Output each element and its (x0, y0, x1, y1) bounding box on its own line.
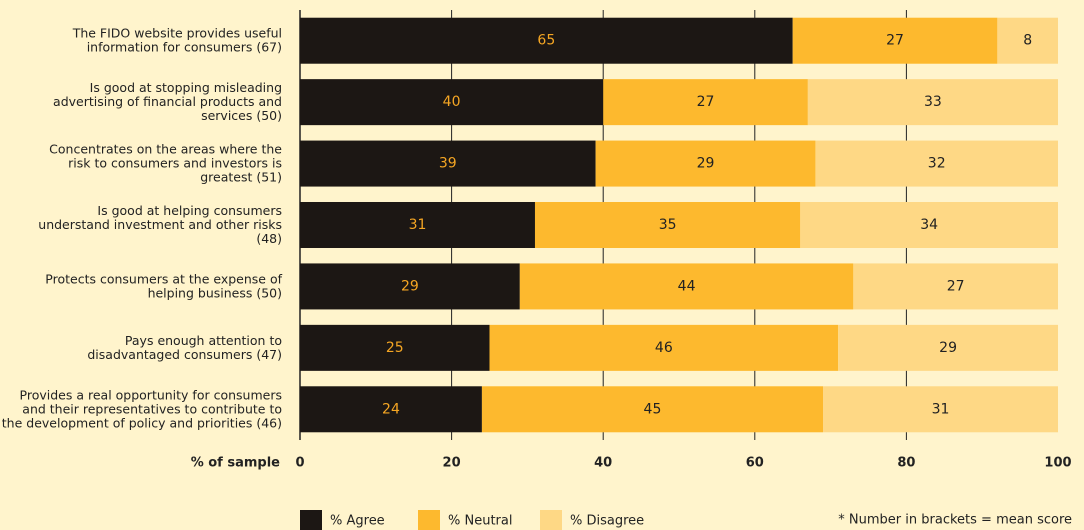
category-label: Concentrates on the areas where the risk … (49, 141, 282, 184)
x-tick-label: 100 (1044, 456, 1071, 471)
value-label: 24 (382, 401, 400, 417)
x-axis-label: % of sample (191, 456, 280, 471)
value-label: 8 (1023, 33, 1032, 49)
value-label: 33 (924, 94, 942, 110)
bar-segment (853, 263, 1058, 310)
x-tick-label: 80 (897, 456, 915, 471)
legend-label: % Neutral (448, 514, 512, 529)
value-label: 31 (409, 217, 427, 233)
bar-segment (300, 79, 604, 126)
value-label: 46 (655, 340, 673, 356)
value-label: 39 (439, 156, 457, 172)
x-tick-label: 20 (443, 456, 461, 471)
bar-segment (300, 386, 482, 433)
value-label: 29 (697, 156, 715, 172)
bar-segment (300, 140, 596, 187)
value-label: 45 (644, 401, 662, 417)
bar-segment (519, 263, 854, 310)
bar-segment (807, 79, 1058, 126)
value-label: 27 (697, 94, 715, 110)
bar-segment (300, 202, 535, 248)
bar-segment (838, 324, 1058, 371)
value-label: 25 (386, 340, 404, 356)
value-label: 29 (401, 278, 419, 294)
legend-label: % Disagree (570, 514, 644, 529)
bar-segment (815, 140, 1058, 187)
value-label: 65 (537, 33, 555, 49)
category-label: Is good at stopping misleading advertisin… (53, 80, 282, 123)
x-tick-label: 0 (295, 456, 304, 471)
value-label: 34 (920, 217, 938, 233)
legend-swatch (540, 510, 562, 530)
value-label: 27 (886, 33, 904, 49)
note: * Number in brackets = mean score (838, 513, 1072, 528)
bar-segment (300, 17, 793, 64)
bar-segment (481, 386, 824, 433)
bar-segment (800, 202, 1058, 248)
value-label: 35 (659, 217, 677, 233)
legend-label: % Agree (330, 514, 385, 529)
x-tick-label: 60 (746, 456, 764, 471)
category-label: Protects consumers at the expense of help… (45, 271, 282, 300)
category-label: Pays enough attention to disadvantaged co… (87, 332, 282, 361)
category-label: Is good at helping consumers understand i… (38, 203, 282, 246)
x-tick-label: 40 (594, 456, 612, 471)
value-label: 32 (928, 156, 946, 172)
bar-segment (823, 386, 1058, 433)
category-label: Provides a real opportunity for consumer… (2, 387, 282, 430)
legend-swatch (300, 510, 322, 530)
bar-segment (603, 79, 808, 126)
value-label: 31 (932, 401, 950, 417)
value-label: 29 (939, 340, 957, 356)
category-label: The FIDO website provides useful informat… (72, 25, 282, 54)
bar-segment (792, 17, 998, 64)
bar-segment (489, 324, 839, 371)
bar-segment (595, 140, 816, 187)
value-label: 27 (947, 278, 965, 294)
bar-segment (534, 202, 801, 248)
legend-swatch (418, 510, 440, 530)
bar-segment (300, 324, 490, 371)
bar-segment (997, 17, 1058, 64)
bar-segment (300, 263, 520, 310)
value-label: 44 (678, 278, 696, 294)
value-label: 40 (443, 94, 461, 110)
